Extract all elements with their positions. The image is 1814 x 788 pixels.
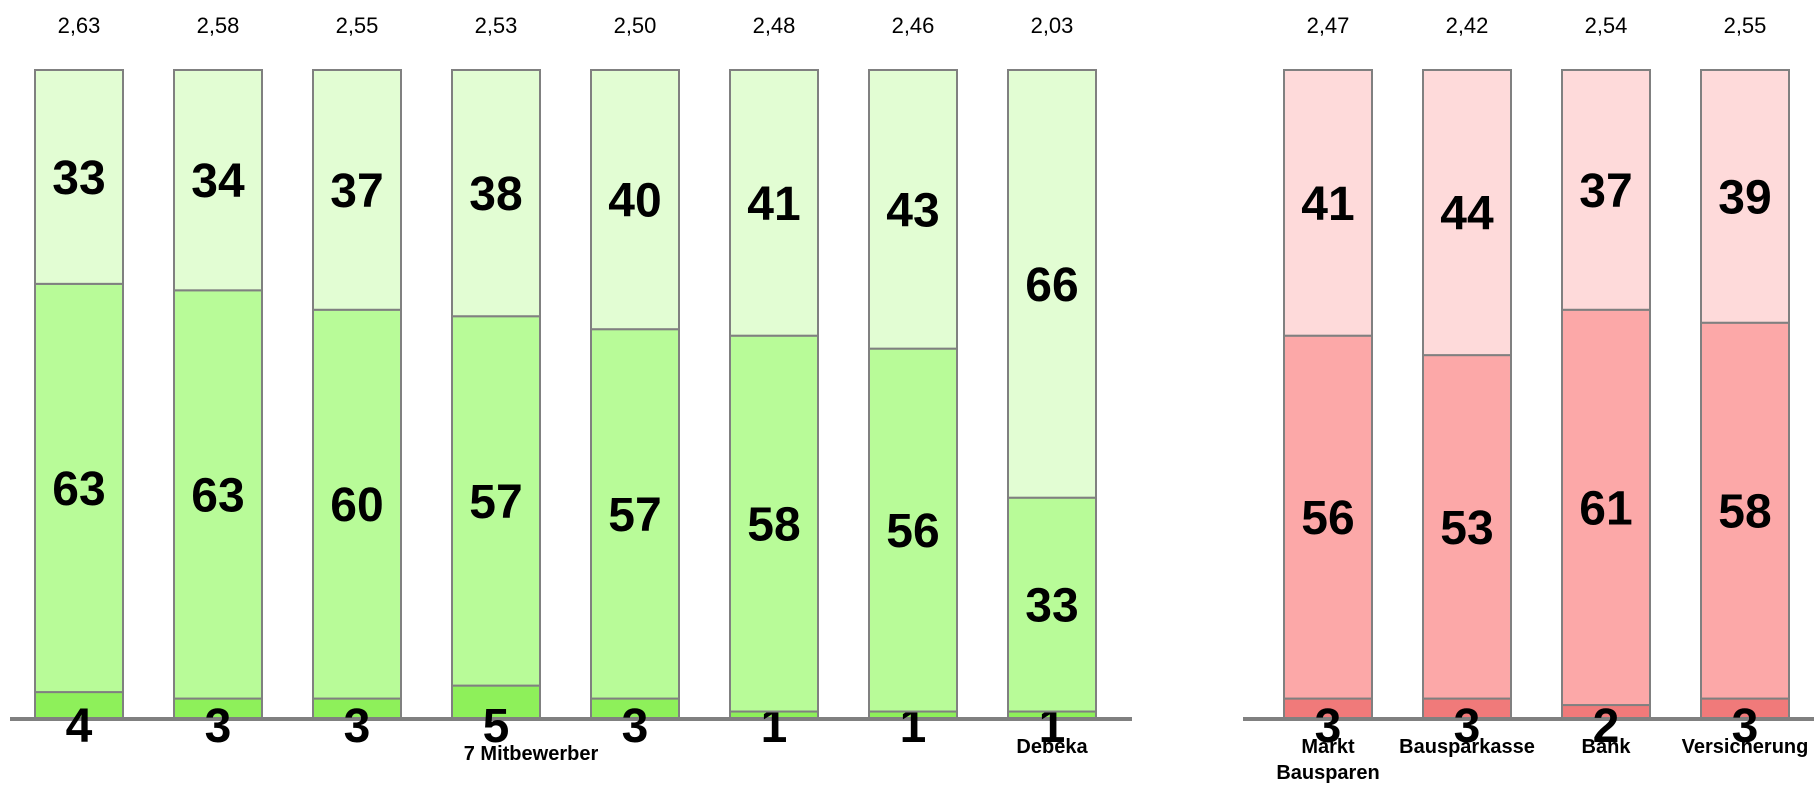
data-label: 33 [52,152,105,205]
bar-segment-1-6-3 [729,69,819,337]
data-label: 3 [344,700,371,753]
data-label: 44 [1440,188,1494,241]
bar-segment-1-4-1 [451,684,541,719]
average-label: 2,03 [1031,13,1074,38]
category-label: Versicherung [1682,736,1809,758]
bar-segment-2-1-3 [1283,69,1373,337]
data-label: 57 [608,489,661,542]
bar-segment-2-3-2 [1561,308,1651,707]
bar-segment-2-4-2 [1700,321,1790,700]
data-label: 60 [330,479,383,532]
bar-segment-1-1-1 [34,691,124,720]
data-label: 66 [1025,259,1078,312]
average-label: 2,42 [1446,13,1489,38]
data-label: 4 [66,700,93,753]
data-label: 41 [1301,178,1354,231]
data-label: 56 [886,505,939,558]
bar-segment-1-7-2 [868,347,958,713]
bar-segment-1-4-3 [451,69,541,318]
bar-segment-1-5-3 [590,69,680,331]
average-label: 2,46 [892,13,935,38]
average-label: 2,55 [336,13,379,38]
data-label: 2 [1593,700,1620,753]
average-label: 2,53 [475,13,518,38]
bar-segment-2-4-3 [1700,69,1790,324]
category-label: Bank [1582,736,1632,758]
data-label: 40 [608,175,661,228]
data-label: 41 [747,178,800,231]
average-label: 2,55 [1724,13,1767,38]
data-label: 37 [1579,165,1632,218]
average-label: 2,54 [1585,13,1628,38]
bar-segment-1-7-3 [868,69,958,350]
data-label: 61 [1579,482,1632,535]
category-label: Markt [1301,736,1355,758]
group-label: 7 Mitbewerber [464,743,599,765]
data-label: 39 [1718,171,1771,224]
bar-segment-1-1-3 [34,69,124,285]
data-label: 3 [622,700,649,753]
data-label: 63 [52,463,105,516]
average-label: 2,48 [753,13,796,38]
category-label: Bausparen [1276,762,1379,784]
bar-segment-1-4-2 [451,315,541,687]
data-label: 3 [1454,700,1481,753]
bar-segment-1-8-3 [1007,69,1097,499]
bar-segment-2-1-2 [1283,334,1373,700]
data-label: 5 [483,700,510,753]
average-label: 2,58 [197,13,240,38]
average-label: 2,50 [614,13,657,38]
data-label: 56 [1301,492,1354,545]
data-label: 43 [886,184,939,237]
data-label: 38 [469,168,522,221]
category-label: Bausparkasse [1399,736,1535,758]
data-label: 33 [1025,580,1078,633]
data-label: 3 [1315,700,1342,753]
data-label: 3 [1732,700,1759,753]
average-label: 2,47 [1307,13,1350,38]
data-label: 58 [747,499,800,552]
bar-segment-1-3-3 [312,69,402,311]
bar-segment-1-5-2 [590,328,680,700]
data-label: 53 [1440,502,1493,555]
average-label: 2,63 [58,13,101,38]
data-label: 58 [1718,486,1771,539]
bar-segment-2-2-3 [1422,69,1512,357]
data-label: 57 [469,476,522,529]
bar-segment-2-3-3 [1561,69,1651,311]
data-label: 37 [330,165,383,218]
category-label: Debeka [1016,736,1088,758]
bar-segment-2-2-2 [1422,354,1512,700]
data-label: 34 [191,155,245,208]
bar-segment-1-2-3 [173,69,263,292]
bar-segment-1-8-2 [1007,496,1097,713]
data-label: 3 [205,700,232,753]
data-label: 63 [191,469,244,522]
